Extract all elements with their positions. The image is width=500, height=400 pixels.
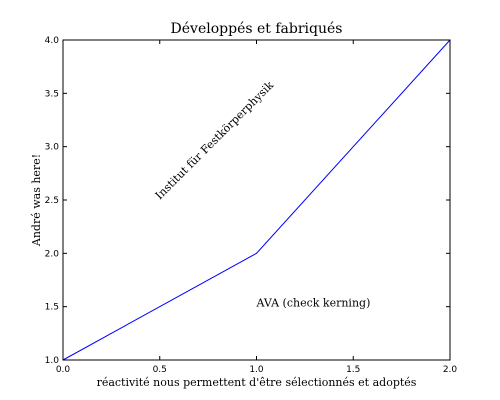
x-tick-label: 0.5 xyxy=(153,365,167,375)
y-tick-label: 3.5 xyxy=(45,89,59,99)
y-tick-label: 2.5 xyxy=(45,196,59,206)
plot-area xyxy=(63,40,450,360)
x-tick-label: 0.0 xyxy=(56,365,71,375)
annotation-text-1: AVA (check kerning) xyxy=(256,297,371,310)
series-layer xyxy=(62,39,451,361)
ticks-layer: 0.0 0.5 1.0 1.5 2.0 1.0 1.5 2.0 2.5 3.0 3.5 4.0 xyxy=(45,36,458,375)
y-tick-label: 4.0 xyxy=(45,36,60,46)
x-tick-label: 1.0 xyxy=(249,365,264,375)
x-axis-label: réactivité nous permettent d'être sélect… xyxy=(97,376,417,389)
plot-frame xyxy=(62,39,451,361)
y-axis-label: André was here! xyxy=(30,154,43,247)
x-tick-label: 2.0 xyxy=(443,365,458,375)
y-tick-label: 2.0 xyxy=(45,249,60,259)
x-tick-label: 1.5 xyxy=(346,365,360,375)
y-tick-label: 3.0 xyxy=(45,143,60,153)
y-tick-label: 1.5 xyxy=(45,303,59,313)
series-line-0 xyxy=(62,39,451,361)
chart-title: Développés et fabriqués xyxy=(171,21,343,37)
y-tick-label: 1.0 xyxy=(45,356,60,366)
